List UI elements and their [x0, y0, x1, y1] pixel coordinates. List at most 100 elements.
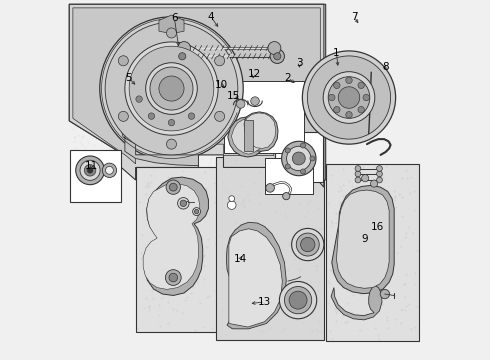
Circle shape — [167, 139, 176, 149]
Circle shape — [179, 53, 186, 60]
Polygon shape — [159, 15, 184, 34]
Circle shape — [358, 107, 365, 113]
Circle shape — [270, 49, 285, 63]
Circle shape — [287, 146, 311, 171]
Circle shape — [355, 177, 361, 183]
Circle shape — [80, 160, 100, 180]
Circle shape — [289, 291, 307, 309]
Circle shape — [166, 270, 181, 285]
Circle shape — [168, 120, 175, 126]
Circle shape — [188, 113, 195, 120]
Circle shape — [177, 198, 189, 209]
Circle shape — [355, 171, 361, 177]
Polygon shape — [216, 157, 324, 339]
Bar — [70, 149, 121, 202]
Circle shape — [129, 46, 214, 131]
Circle shape — [268, 41, 281, 54]
Polygon shape — [244, 120, 253, 151]
Polygon shape — [229, 229, 282, 327]
Circle shape — [283, 193, 290, 200]
Circle shape — [307, 56, 391, 139]
Circle shape — [177, 41, 191, 54]
Circle shape — [329, 94, 335, 101]
Circle shape — [227, 201, 236, 210]
Circle shape — [125, 42, 218, 135]
Circle shape — [251, 97, 259, 105]
Circle shape — [296, 233, 319, 256]
Text: 13: 13 — [258, 297, 271, 307]
Circle shape — [169, 273, 177, 282]
Circle shape — [370, 180, 378, 187]
Circle shape — [193, 208, 200, 216]
Polygon shape — [69, 4, 324, 187]
Circle shape — [300, 143, 305, 148]
Circle shape — [279, 282, 317, 319]
Circle shape — [355, 166, 361, 171]
Polygon shape — [231, 119, 263, 154]
Circle shape — [377, 177, 382, 183]
Bar — [224, 81, 304, 153]
Polygon shape — [73, 8, 320, 182]
Circle shape — [274, 53, 281, 60]
Circle shape — [310, 156, 315, 161]
Circle shape — [159, 76, 184, 101]
Circle shape — [105, 22, 238, 155]
Bar — [326, 164, 418, 341]
Circle shape — [105, 166, 113, 174]
Circle shape — [346, 77, 352, 84]
Text: 9: 9 — [362, 234, 368, 244]
Polygon shape — [244, 113, 275, 148]
Circle shape — [100, 17, 243, 160]
Text: 16: 16 — [371, 222, 384, 231]
Polygon shape — [145, 177, 208, 296]
Circle shape — [377, 171, 382, 177]
Text: 12: 12 — [247, 69, 261, 79]
Text: 8: 8 — [383, 62, 389, 72]
Circle shape — [195, 210, 199, 214]
Text: 6: 6 — [171, 13, 178, 23]
Circle shape — [334, 82, 340, 89]
Circle shape — [215, 111, 224, 121]
Circle shape — [266, 184, 274, 192]
Polygon shape — [337, 190, 389, 288]
Bar — [136, 167, 228, 332]
Polygon shape — [265, 158, 313, 194]
Circle shape — [363, 94, 369, 101]
Text: 5: 5 — [125, 73, 132, 83]
Text: 15: 15 — [227, 91, 240, 101]
Circle shape — [76, 156, 104, 185]
Circle shape — [334, 107, 340, 113]
Circle shape — [148, 113, 155, 120]
Circle shape — [180, 200, 187, 207]
Polygon shape — [332, 185, 394, 294]
Circle shape — [302, 51, 395, 144]
Circle shape — [175, 49, 190, 63]
Circle shape — [118, 111, 128, 121]
Circle shape — [146, 63, 197, 114]
Circle shape — [285, 287, 312, 314]
Circle shape — [323, 72, 375, 123]
Text: 7: 7 — [351, 12, 358, 22]
Circle shape — [285, 164, 290, 169]
Circle shape — [328, 77, 370, 118]
Circle shape — [377, 166, 382, 171]
Circle shape — [285, 148, 290, 153]
Polygon shape — [242, 112, 278, 151]
Circle shape — [293, 152, 305, 165]
Text: 11: 11 — [85, 161, 98, 171]
Circle shape — [380, 289, 390, 299]
Polygon shape — [69, 4, 326, 180]
Circle shape — [229, 196, 235, 202]
Text: 2: 2 — [285, 73, 292, 83]
Circle shape — [338, 87, 360, 108]
Circle shape — [292, 228, 324, 261]
Polygon shape — [228, 117, 266, 157]
Circle shape — [136, 96, 142, 102]
Circle shape — [166, 180, 180, 194]
Text: 10: 10 — [215, 80, 228, 90]
Polygon shape — [331, 285, 382, 320]
Circle shape — [300, 169, 305, 174]
Text: 1: 1 — [333, 48, 340, 58]
Circle shape — [358, 82, 365, 89]
Polygon shape — [226, 222, 286, 329]
